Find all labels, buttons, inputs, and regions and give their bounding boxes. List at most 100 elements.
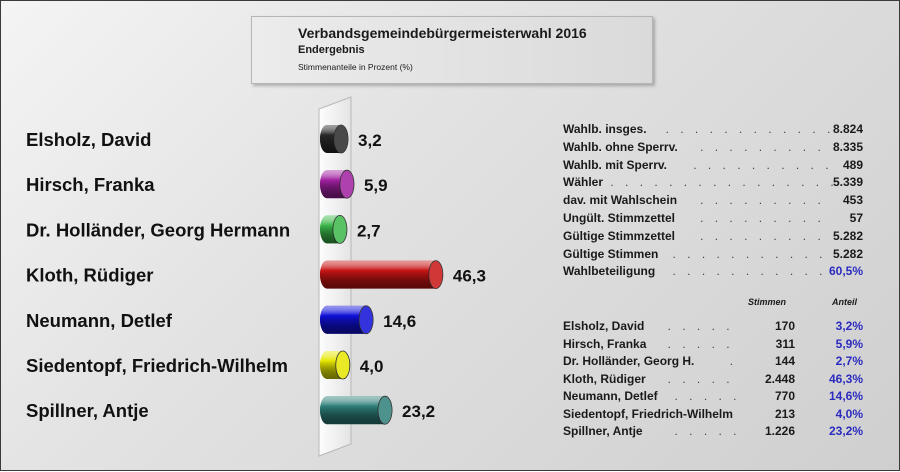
result-votes: 311: [775, 336, 795, 351]
value-label: 3,2: [358, 131, 382, 150]
stat-label: Gültige Stimmen: [563, 246, 659, 261]
stat-row: . . . . . . . . . . . . . . . . . . . . …: [563, 211, 873, 229]
category-label: Spillner, Antje: [26, 400, 149, 421]
statistics-table: . . . . . . . . . . . . . . . . . . . . …: [563, 122, 873, 282]
leader-dots: . . . . . . . . . . . . . . . . . . . . …: [667, 336, 738, 351]
result-share: 23,2%: [828, 424, 863, 438]
stat-label: Ungült. Stimmzettel: [563, 210, 676, 225]
result-name: Siedentopf, Friedrich-Wilhelm: [563, 406, 733, 421]
result-votes: 1.226: [764, 424, 795, 438]
category-label: Kloth, Rüdiger: [26, 265, 153, 286]
result-row: . . . . . . . . . . . . . . . . . . . . …: [563, 319, 873, 337]
stat-value: 453: [842, 193, 863, 208]
stat-label: dav. mit Wahlschein: [563, 193, 678, 208]
bar-5: [320, 350, 351, 380]
stat-label: Wähler: [563, 175, 604, 190]
result-votes: 144: [774, 354, 795, 368]
stat-value: 5.339: [832, 175, 863, 190]
stat-value: 489: [842, 157, 863, 172]
result-share: 14,6%: [828, 389, 863, 403]
stat-label: Wahlb. insges.: [563, 122, 647, 136]
stat-row: . . . . . . . . . . . . . . . . . . . . …: [563, 229, 873, 247]
leader-dots: . . . . . . . . . . . . . . . . . . . . …: [693, 157, 833, 172]
stat-label: Wahlb. ohne Sperrv.: [563, 139, 678, 154]
leader-dots: . . . . . . . . . . . . . . . . . . . . …: [610, 175, 833, 190]
leader-dots: . . . . . . . . . . . . . . . . . . . . …: [674, 424, 739, 438]
leader-dots: . . . . . . . . . . . . . . . . . . . . …: [700, 139, 833, 154]
stat-label: Wahlbeteiligung: [563, 264, 656, 279]
result-votes: 770: [774, 389, 795, 403]
result-votes: 170: [774, 319, 795, 333]
stat-label: Wahlb. mit Sperrv.: [563, 157, 668, 172]
bar-3: [320, 260, 444, 290]
leader-dots: . . . . . . . . . . . . . . . . . . . . …: [700, 193, 833, 208]
chart-title: Verbandsgemeindebürgermeisterwahl 2016: [298, 25, 587, 41]
category-label: Neumann, Detlef: [26, 310, 173, 331]
stat-value: 60,5%: [828, 264, 863, 279]
category-label: Dr. Holländer, Georg Hermann: [26, 219, 290, 240]
chart-note: Stimmenanteile in Prozent (%): [298, 62, 413, 72]
result-share: 5,9%: [835, 336, 863, 351]
stat-row: . . . . . . . . . . . . . . . . . . . . …: [563, 122, 873, 140]
result-share: 3,2%: [835, 319, 863, 333]
stat-row: . . . . . . . . . . . . . . . . . . . . …: [563, 175, 873, 193]
value-label: 2,7: [357, 221, 381, 240]
bar-2: [320, 214, 348, 244]
result-votes: 2.448: [764, 371, 795, 386]
stat-row: . . . . . . . . . . . . . . . . . . . . …: [563, 247, 873, 265]
stat-value: 8.335: [832, 139, 863, 154]
value-label: 4,0: [360, 357, 384, 376]
stat-value: 5.282: [832, 228, 863, 243]
category-label: Hirsch, Franka: [26, 174, 155, 195]
stat-row: . . . . . . . . . . . . . . . . . . . . …: [563, 158, 873, 176]
results-header-share: Anteil: [832, 297, 858, 307]
result-name: Elsholz, David: [563, 319, 645, 333]
chart-subtitle: Endergebnis: [298, 44, 365, 56]
value-label: 5,9: [364, 176, 388, 195]
results-table: . . . . . . . . . . . . . . . . . . . . …: [563, 319, 873, 442]
result-name: Dr. Holländer, Georg H.: [563, 354, 695, 368]
leader-dots: . . . . . . . . . . . . . . . . . . . . …: [674, 389, 739, 403]
stat-row: . . . . . . . . . . . . . . . . . . . . …: [563, 140, 873, 158]
bar-1: [320, 169, 355, 199]
leader-dots: . . . . . . . . . . . . . . . . . . . . …: [667, 371, 738, 386]
category-label: Siedentopf, Friedrich-Wilhelm: [26, 355, 288, 376]
result-row: . . . . . . . . . . . . . . . . . . . . …: [563, 424, 873, 442]
leader-dots: . . . . . . . . . . . . . . . . . . . . …: [729, 354, 738, 368]
result-share: 4,0%: [835, 406, 863, 421]
result-row: . . . . . . . . . . . . . . . . . . . . …: [563, 407, 873, 425]
result-row: . . . . . . . . . . . . . . . . . . . . …: [563, 354, 873, 372]
bar-4: [320, 305, 374, 335]
value-label: 23,2: [402, 402, 435, 421]
stat-row: . . . . . . . . . . . . . . . . . . . . …: [563, 193, 873, 211]
leader-dots: . . . . . . . . . . . . . . . . . . . . …: [672, 264, 834, 279]
results-header-votes: Stimmen: [748, 297, 787, 307]
value-label: 14,6: [383, 312, 416, 331]
result-row: . . . . . . . . . . . . . . . . . . . . …: [563, 337, 873, 355]
results-header: Stimmen Anteil: [563, 297, 873, 311]
leader-dots: . . . . . . . . . . . . . . . . . . . . …: [700, 210, 833, 225]
result-votes: 213: [774, 406, 795, 421]
leader-dots: . . . . . . . . . . . . . . . . . . . . …: [672, 246, 834, 261]
bar-6: [320, 395, 393, 425]
stat-row: . . . . . . . . . . . . . . . . . . . . …: [563, 264, 873, 282]
result-name: Spillner, Antje: [563, 424, 643, 438]
leader-dots: . . . . . . . . . . . . . . . . . . . . …: [667, 319, 738, 333]
stat-label: Gültige Stimmzettel: [563, 228, 676, 243]
bar-0: [320, 124, 349, 154]
result-name: Hirsch, Franka: [563, 336, 647, 351]
result-name: Kloth, Rüdiger: [563, 371, 646, 386]
stat-value: 8.824: [832, 122, 863, 136]
stat-value: 5.282: [832, 246, 863, 261]
stat-value: 57: [849, 210, 863, 225]
category-label: Elsholz, David: [26, 129, 151, 150]
result-share: 46,3%: [828, 371, 863, 386]
result-name: Neumann, Detlef: [563, 389, 658, 403]
result-share: 2,7%: [835, 354, 863, 368]
result-row: . . . . . . . . . . . . . . . . . . . . …: [563, 389, 873, 407]
leader-dots: . . . . . . . . . . . . . . . . . . . . …: [700, 228, 833, 243]
title-box: Verbandsgemeindebürgermeisterwahl 2016 E…: [251, 16, 653, 84]
result-row: . . . . . . . . . . . . . . . . . . . . …: [563, 372, 873, 390]
